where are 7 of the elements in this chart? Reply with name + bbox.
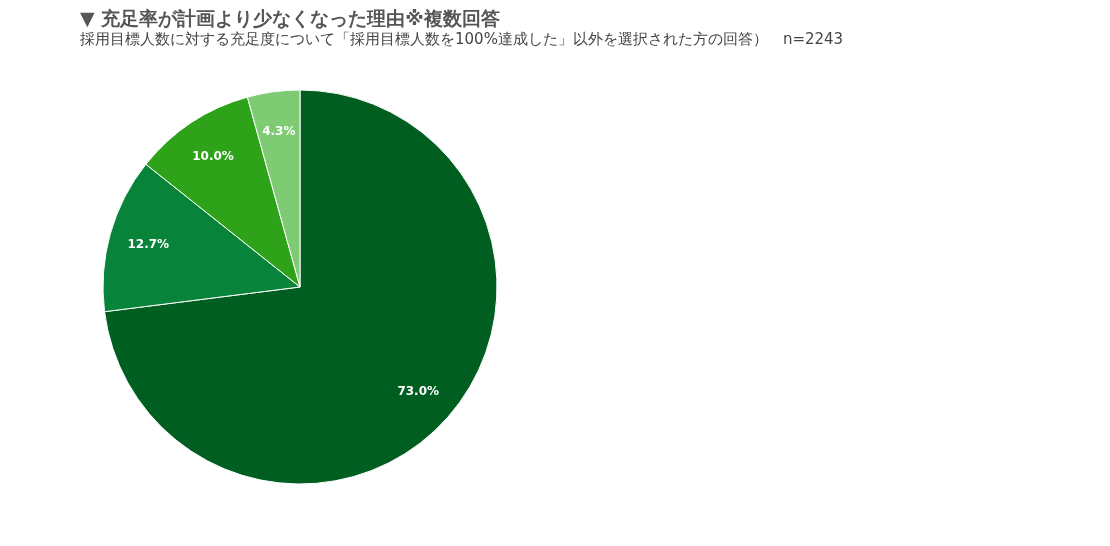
chart-title: ▼ 充足率が計画より少なくなった理由※複数回答: [80, 7, 500, 29]
chart-subtitle: 採用目標人数に対する充足度について「採用目標人数を100%達成した」以外を選択された方の回答） n=2243: [80, 30, 844, 48]
data-label: 73.0%: [397, 384, 440, 399]
pie-slice: [104, 89, 498, 485]
data-label: 4.3%: [262, 123, 296, 138]
data-label: 10.0%: [192, 148, 234, 163]
data-label: 12.7%: [127, 237, 170, 252]
